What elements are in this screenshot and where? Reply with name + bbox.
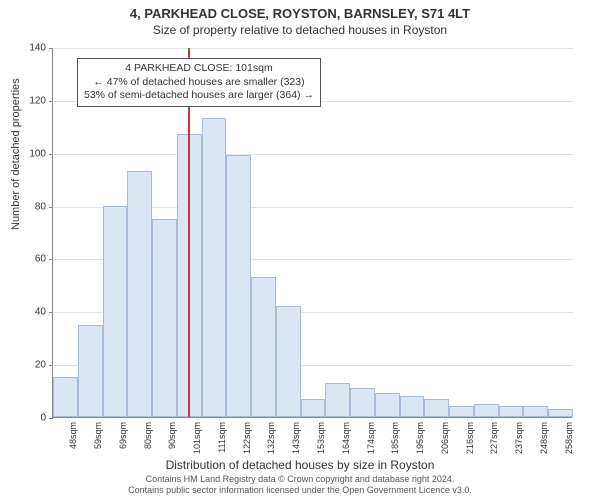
histogram-bar [400, 396, 425, 417]
histogram-bar [202, 118, 227, 417]
x-tick-label: 174sqm [366, 422, 376, 454]
histogram-bar [251, 277, 276, 417]
footer-text: Contains HM Land Registry data © Crown c… [0, 474, 600, 496]
histogram-bar [523, 406, 548, 417]
y-tick-label: 100 [29, 148, 46, 159]
histogram-bar [78, 325, 103, 418]
y-tick-label: 140 [29, 43, 46, 54]
annotation-line-2: ← 47% of detached houses are smaller (32… [84, 76, 314, 90]
histogram-bar [474, 404, 499, 417]
chart-title: 4, PARKHEAD CLOSE, ROYSTON, BARNSLEY, S7… [0, 0, 600, 21]
x-tick-label: 132sqm [266, 422, 276, 454]
y-axis-label: Number of detached properties [10, 78, 22, 230]
grid-line [53, 154, 573, 155]
histogram-bar [226, 155, 251, 417]
x-tick-label: 143sqm [291, 422, 301, 454]
y-tick-mark [49, 207, 53, 208]
x-tick-label: 206sqm [440, 422, 450, 454]
y-tick-label: 120 [29, 95, 46, 106]
y-tick-label: 20 [35, 360, 46, 371]
y-tick-label: 60 [35, 254, 46, 265]
x-tick-label: 48sqm [68, 422, 78, 449]
histogram-bar [449, 406, 474, 417]
x-tick-label: 258sqm [564, 422, 574, 454]
annotation-line-1: 4 PARKHEAD CLOSE: 101sqm [84, 62, 314, 76]
histogram-bar [103, 206, 128, 417]
histogram-bar [53, 377, 78, 417]
histogram-bar [276, 306, 301, 417]
x-tick-label: 185sqm [390, 422, 400, 454]
annotation-line-3: 53% of semi-detached houses are larger (… [84, 89, 314, 103]
histogram-bar [499, 406, 524, 417]
histogram-bar [325, 383, 350, 417]
histogram-bar [350, 388, 375, 417]
histogram-bar [152, 219, 177, 417]
x-tick-label: 59sqm [93, 422, 103, 449]
x-tick-label: 153sqm [316, 422, 326, 454]
x-tick-label: 122sqm [242, 422, 252, 454]
y-tick-mark [49, 418, 53, 419]
histogram-bar [127, 171, 152, 417]
histogram-bar [375, 393, 400, 417]
histogram-bar [548, 409, 573, 417]
y-tick-mark [49, 101, 53, 102]
annotation-box: 4 PARKHEAD CLOSE: 101sqm ← 47% of detach… [77, 58, 321, 107]
x-tick-label: 195sqm [415, 422, 425, 454]
x-tick-label: 227sqm [489, 422, 499, 454]
x-tick-label: 101sqm [192, 422, 202, 454]
y-tick-mark [49, 259, 53, 260]
x-tick-label: 248sqm [539, 422, 549, 454]
x-tick-label: 111sqm [217, 422, 227, 453]
x-axis-label: Distribution of detached houses by size … [0, 458, 600, 472]
y-tick-mark [49, 48, 53, 49]
x-tick-label: 164sqm [341, 422, 351, 454]
footer-line-1: Contains HM Land Registry data © Crown c… [0, 474, 600, 485]
histogram-bar [424, 399, 449, 418]
histogram-bar [301, 399, 326, 418]
x-tick-label: 216sqm [465, 422, 475, 454]
y-tick-label: 0 [40, 413, 46, 424]
grid-line [53, 48, 573, 49]
x-tick-label: 237sqm [514, 422, 524, 454]
footer-line-2: Contains public sector information licen… [0, 485, 600, 496]
y-tick-mark [49, 154, 53, 155]
chart-subtitle: Size of property relative to detached ho… [0, 21, 600, 37]
chart-area: 48sqm59sqm69sqm80sqm90sqm101sqm111sqm122… [52, 48, 572, 418]
y-tick-mark [49, 365, 53, 366]
x-tick-label: 90sqm [167, 422, 177, 449]
y-tick-label: 40 [35, 307, 46, 318]
x-tick-label: 69sqm [118, 422, 128, 449]
y-tick-label: 80 [35, 201, 46, 212]
y-tick-mark [49, 312, 53, 313]
x-tick-label: 80sqm [143, 422, 153, 449]
